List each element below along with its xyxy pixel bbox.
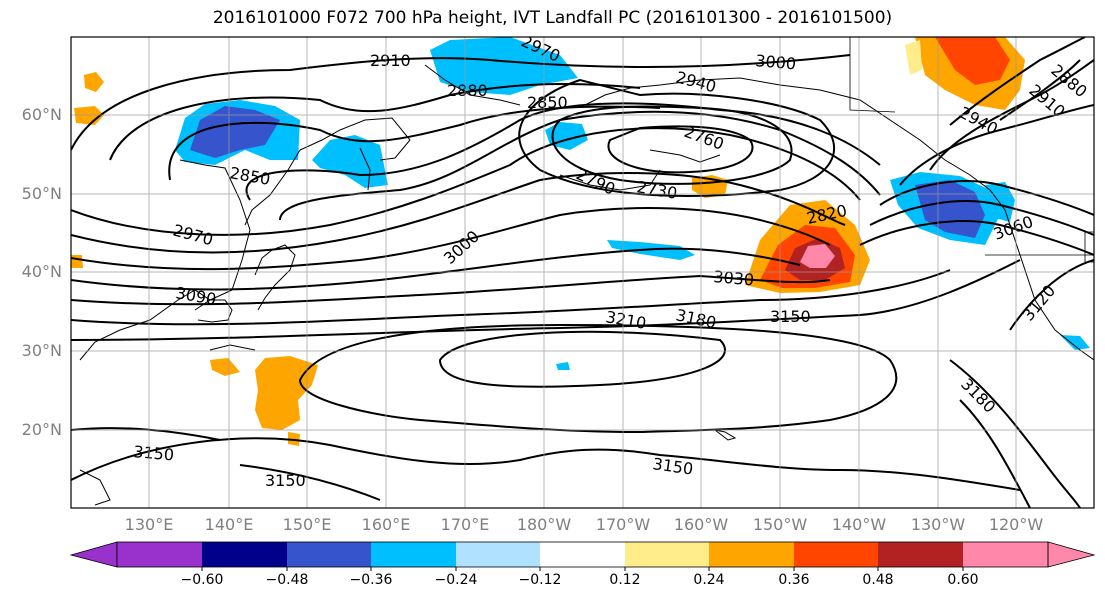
- colorbar: [69, 541, 1096, 571]
- colorbar-tick-label: 0.24: [693, 572, 725, 588]
- colorbar-tick-label: −0.48: [265, 572, 309, 588]
- blue-region-bering: [430, 37, 578, 95]
- colorbar-segment: [963, 542, 1048, 567]
- contour-label: 3150: [770, 307, 811, 326]
- longitude-label: 130°W: [910, 515, 966, 534]
- colorbar-ticks: [201, 567, 964, 571]
- longitude-label: 140°E: [204, 515, 254, 534]
- colorbar-tick-label: 0.60: [947, 572, 979, 588]
- yellow-region-alaska-top: [905, 40, 922, 75]
- contour-label: 3150: [133, 442, 175, 464]
- colorbar-segment: [625, 542, 709, 567]
- orange-region-edge: [71, 255, 83, 268]
- colorbar-tick-label: 0.36: [778, 572, 810, 588]
- redorange-region-alaska-top: [935, 37, 1010, 85]
- longitude-label: 160°E: [361, 515, 411, 534]
- colorbar-tick-label: 0.48: [862, 572, 894, 588]
- longitude-label: 180°W: [516, 515, 572, 534]
- colorbar-tick-label: −0.12: [518, 572, 562, 588]
- blue-region-coast: [985, 182, 1015, 222]
- colorbar-segment: [456, 542, 540, 567]
- colorbar-segment: [117, 542, 202, 567]
- longitude-label: 170°E: [440, 515, 490, 534]
- longitude-label: 150°W: [752, 515, 808, 534]
- colorbar-segment: [371, 542, 456, 567]
- colorbar-tick-label: −0.24: [434, 572, 478, 588]
- latitude-label: 60°N: [21, 105, 62, 124]
- pink-region-landfall: [800, 244, 835, 268]
- latitude-label: 50°N: [21, 184, 62, 203]
- map-area: 2910 2970 3000 2880 2850 2940 2760 2790 …: [71, 37, 1094, 508]
- colorbar-segment: [540, 542, 625, 567]
- colorbar-extend-min: [69, 541, 118, 568]
- map-frame: [70, 36, 1095, 509]
- contour-label: 3000: [755, 51, 797, 73]
- longitude-label: 150°E: [282, 515, 332, 534]
- longitude-label: 130°E: [124, 515, 174, 534]
- colorbar-tick-label: 0.12: [609, 572, 641, 588]
- colorbar-segment: [878, 542, 963, 567]
- midblue-region-okhotsk: [190, 106, 280, 158]
- colorbar-segment: [287, 542, 371, 567]
- colorbar-tick-label: −0.36: [349, 572, 393, 588]
- longitude-label: 170°W: [595, 515, 651, 534]
- longitude-label: 120°W: [988, 515, 1044, 534]
- orange-region-small-2: [210, 358, 240, 376]
- colorbar-extend-max: [1047, 541, 1096, 568]
- latitude-label: 30°N: [21, 341, 62, 360]
- contour-label: 2910: [370, 51, 411, 70]
- latitude-label: 40°N: [21, 262, 62, 281]
- colorbar-tick-label: −0.60: [180, 572, 224, 588]
- figure-title: 2016101000 F072 700 hPa height, IVT Land…: [212, 8, 893, 28]
- blue-region-dot: [556, 362, 570, 370]
- contour-label: 3150: [265, 471, 306, 490]
- colorbar-frame: [116, 541, 1049, 568]
- colorbar-segment: [794, 542, 878, 567]
- contour-label: 2850: [527, 93, 568, 112]
- colorbar-segment: [202, 542, 287, 567]
- blue-region-socal: [1060, 335, 1090, 350]
- contour-label: 2880: [447, 81, 488, 100]
- colorbar-segment: [709, 542, 794, 567]
- longitude-label: 160°W: [673, 515, 729, 534]
- contour-label: 3030: [713, 267, 755, 289]
- latitude-label: 20°N: [21, 420, 62, 439]
- longitude-label: 140°W: [831, 515, 887, 534]
- orange-region-small-3: [84, 72, 104, 92]
- gridlines: [71, 37, 1094, 508]
